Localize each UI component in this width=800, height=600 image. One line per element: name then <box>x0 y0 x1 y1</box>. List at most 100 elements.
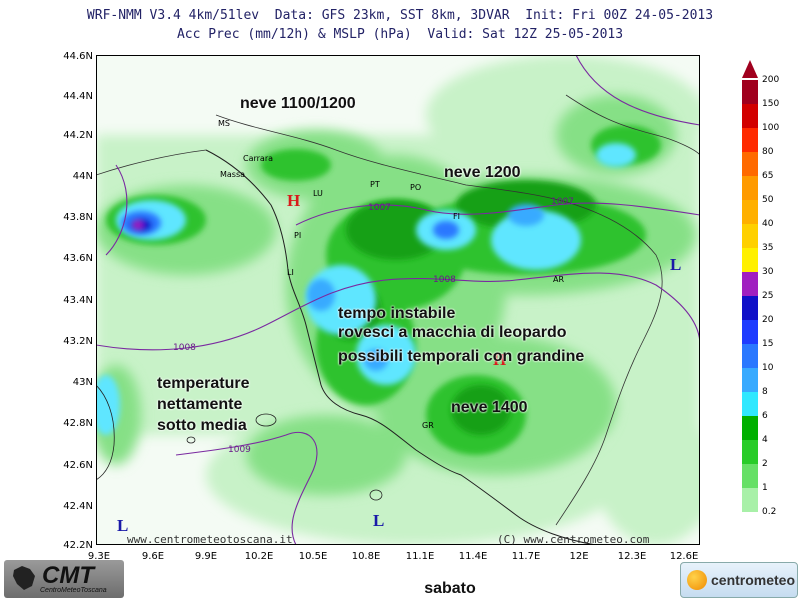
cmt-logo-text: CMT <box>42 562 94 589</box>
legend-level-label: 25 <box>762 291 774 301</box>
isobar-1009 <box>175 431 318 545</box>
region-border <box>215 114 663 526</box>
isobar-label: 1008 <box>433 275 456 285</box>
lat-label: 44.4N <box>63 91 93 102</box>
annotation-temperature-line2: nettamente <box>157 396 243 413</box>
city-label-ms: MS <box>218 119 230 128</box>
annotation-unstable-line1: tempo instabile <box>338 305 456 322</box>
cmt-logo-subtitle: CentroMeteoToscana <box>40 587 107 594</box>
isobar-1008 <box>96 272 700 351</box>
legend-level-label: 20 <box>762 315 774 325</box>
legend-level-label: 6 <box>762 411 768 421</box>
lon-label: 11.1E <box>405 551 435 562</box>
city-label-po: PO <box>410 183 422 192</box>
isobar-label: 1007 <box>551 197 574 207</box>
legend-level-label: 2 <box>762 459 768 469</box>
annotation-snow-south: neve 1400 <box>451 399 528 416</box>
city-label-gr: GR <box>422 421 434 430</box>
legend-color-block <box>742 440 758 464</box>
low-pressure-marker: L <box>373 511 385 530</box>
legend-color-block <box>742 152 758 176</box>
legend-arrow <box>742 60 758 78</box>
legend-level-label: 0.2 <box>762 507 777 517</box>
lat-label: 43.6N <box>63 253 93 264</box>
annotation-temperature-line3: sotto media <box>157 417 247 434</box>
lat-label: 44.6N <box>63 51 93 62</box>
cmt-logo: CMT CentroMeteoToscana <box>4 560 124 598</box>
city-label-li: LI <box>287 268 294 277</box>
lat-label: 43.4N <box>63 295 93 306</box>
lat-label: 43.2N <box>63 336 93 347</box>
lon-label: 11.7E <box>511 551 541 562</box>
map-header-line1: WRF-NMM V3.4 4km/51lev Data: GFS 23km, S… <box>86 8 714 23</box>
lon-label: 12E <box>569 551 589 562</box>
legend-level-label: 15 <box>762 339 774 349</box>
lon-label: 10.2E <box>244 551 274 562</box>
legend-level-label: 80 <box>762 147 774 157</box>
legend-level-label: 35 <box>762 243 774 253</box>
annotation-snow-northwest: neve 1100/1200 <box>240 95 356 112</box>
city-label-fi: FI <box>453 212 460 221</box>
legend-color-block <box>742 296 758 320</box>
legend-level-label: 8 <box>762 387 768 397</box>
credit-centrometeo: (C) www.centrometeo.com <box>497 533 650 546</box>
lon-label: 10.5E <box>298 551 328 562</box>
legend-level-label: 1 <box>762 483 768 493</box>
legend-color-block <box>742 200 758 224</box>
centrometeo-logo-text: centrometeo <box>711 572 796 588</box>
legend-level-label: 30 <box>762 267 774 277</box>
legend-color-block <box>742 392 758 416</box>
legend-color-block <box>742 320 758 344</box>
legend-level-label: 10 <box>762 363 774 373</box>
lat-label: 42.2N <box>63 540 93 551</box>
legend-color-block <box>742 272 758 296</box>
lat-label: 42.8N <box>63 418 93 429</box>
legend-color-block <box>742 416 758 440</box>
precipitation-legend <box>742 60 758 512</box>
lon-label: 12.3E <box>617 551 647 562</box>
lon-label: 9.9E <box>194 551 218 562</box>
isobar-label: 1007 <box>368 203 391 213</box>
lon-label: 10.8E <box>351 551 381 562</box>
sun-icon <box>687 570 707 590</box>
legend-color-block <box>742 224 758 248</box>
lon-label: 12.6E <box>669 551 699 562</box>
city-label-pt: PT <box>370 180 380 189</box>
legend-level-label: 50 <box>762 195 774 205</box>
isobar-label: 1008 <box>173 343 196 353</box>
legend-color-block <box>742 344 758 368</box>
lat-label: 42.4N <box>63 501 93 512</box>
lon-label: 11.4E <box>458 551 488 562</box>
legend-color-block <box>742 464 758 488</box>
annotation-temperature-line1: temperature <box>157 375 250 392</box>
isobar-label: 1009 <box>228 445 251 455</box>
lat-label: 43N <box>72 377 93 388</box>
lat-label: 42.6N <box>63 460 93 471</box>
legend-color-block <box>742 80 758 104</box>
low-pressure-marker: L <box>670 255 682 274</box>
credit-centrometeotoscana: www.centrometeotoscana.it <box>127 533 293 546</box>
coastline <box>205 149 597 545</box>
legend-color-block <box>742 128 758 152</box>
annotation-snow-northeast: neve 1200 <box>444 164 521 181</box>
city-label-carrara: Carrara <box>243 154 274 163</box>
lat-label: 43.8N <box>63 212 93 223</box>
legend-level-label: 40 <box>762 219 774 229</box>
city-label-pi: PI <box>294 231 302 240</box>
lat-label: 44N <box>72 171 93 182</box>
centrometeo-logo: centrometeo <box>680 562 798 598</box>
day-label: sabato <box>424 580 476 597</box>
lon-label: 9.6E <box>141 551 165 562</box>
lon-label: 9.3E <box>87 551 111 562</box>
city-label-ar: AR <box>553 275 565 284</box>
low-pressure-marker: L <box>117 516 129 535</box>
isobar-1007 <box>295 202 700 226</box>
legend-level-label: 100 <box>762 123 780 133</box>
legend-level-label: 200 <box>762 75 780 85</box>
legend-level-label: 4 <box>762 435 768 445</box>
legend-level-label: 150 <box>762 99 780 109</box>
legend-color-block <box>742 248 758 272</box>
high-pressure-marker: H <box>493 350 507 369</box>
high-pressure-marker: H <box>287 191 301 210</box>
city-label-lu: LU <box>313 189 323 198</box>
